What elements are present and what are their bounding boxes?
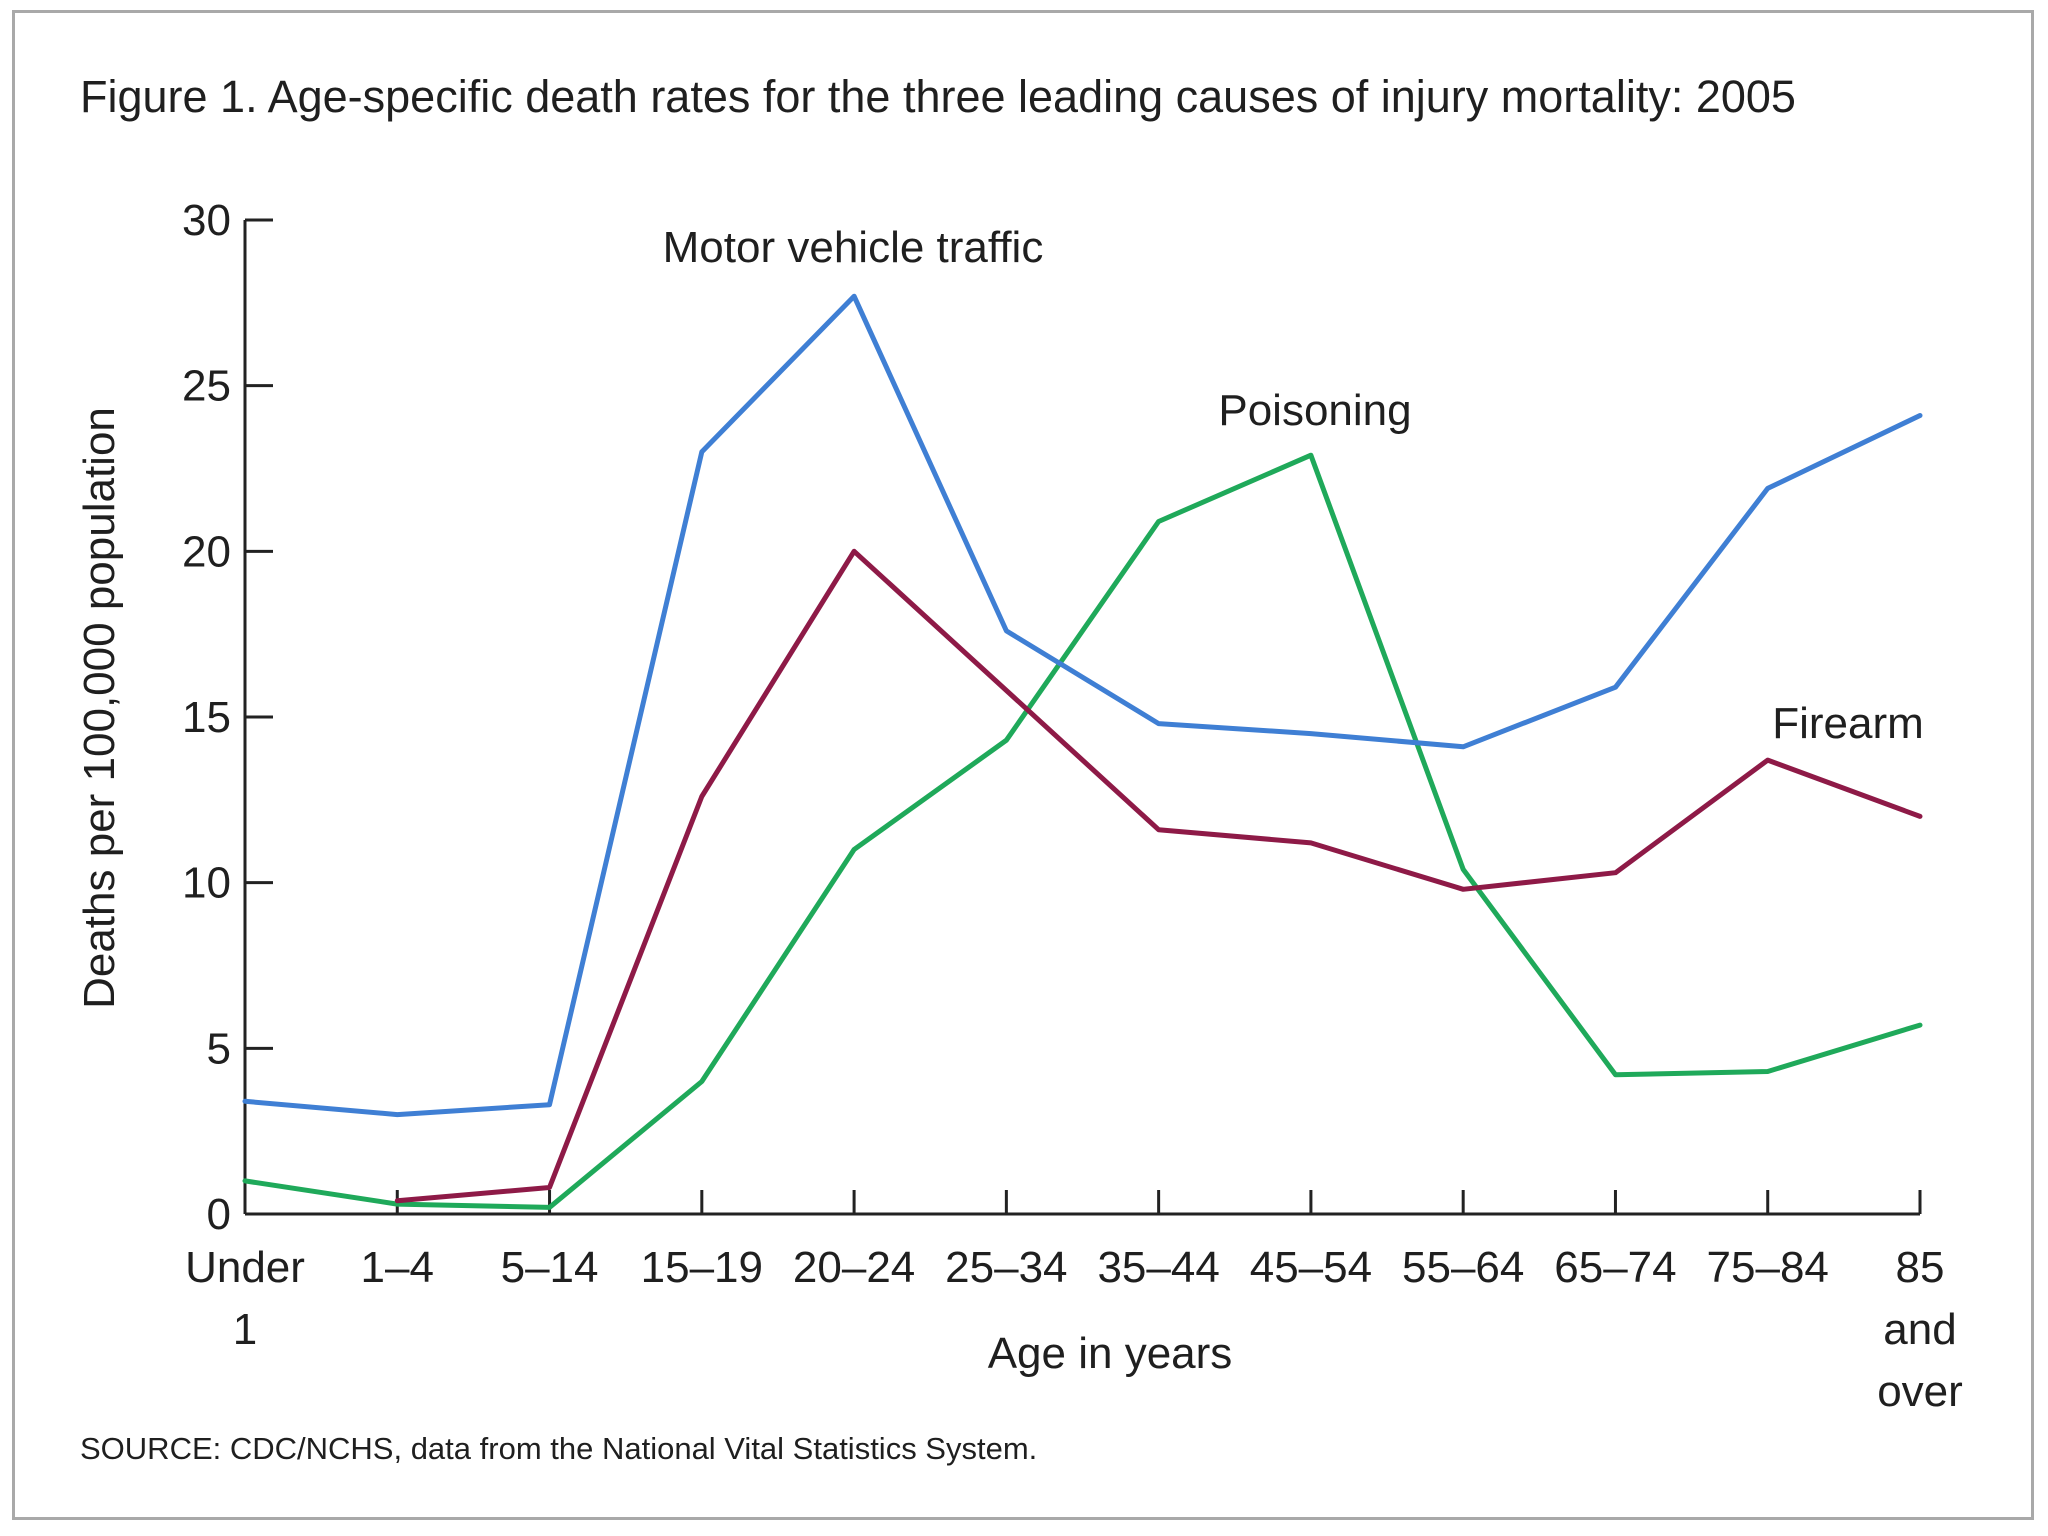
x-tick-label: 55–64 xyxy=(1402,1243,1524,1292)
x-tick-label-line: over xyxy=(1877,1367,1963,1416)
x-tick-label: 1–4 xyxy=(361,1243,434,1292)
x-tick-label: 85 and over xyxy=(1877,1243,1963,1416)
figure-frame xyxy=(12,10,2034,1520)
x-tick-label-line: 45–54 xyxy=(1250,1243,1372,1292)
x-tick-label-line: 1–4 xyxy=(361,1243,434,1292)
chart-title: Figure 1. Age-specific death rates for t… xyxy=(80,71,1796,122)
series-line-firearm xyxy=(394,548,1923,1204)
series-line-motor-vehicle-traffic xyxy=(242,293,1923,1118)
source-note: SOURCE: CDC/NCHS, data from the National… xyxy=(80,1431,1037,1466)
x-axis-label: Age in years xyxy=(988,1329,1233,1378)
y-tick-label: 0 xyxy=(207,1190,231,1239)
x-tick-label-line: 5–14 xyxy=(501,1243,599,1292)
x-tick-label: 35–44 xyxy=(1097,1243,1219,1292)
x-tick-label-line: and xyxy=(1883,1305,1956,1354)
series-label-motor-vehicle-traffic: Motor vehicle traffic xyxy=(663,223,1044,272)
x-tick-label-line: 85 xyxy=(1896,1243,1945,1292)
series-label-firearm: Firearm xyxy=(1772,699,1924,748)
x-tick-label-line: 15–19 xyxy=(641,1243,763,1292)
x-tick-label: 65–74 xyxy=(1554,1243,1676,1292)
x-tick-label: 75–84 xyxy=(1707,1243,1829,1292)
x-tick-label: 25–34 xyxy=(945,1243,1067,1292)
series-lines xyxy=(242,293,1923,1210)
x-tick-label: 45–54 xyxy=(1250,1243,1372,1292)
y-tick-label: 25 xyxy=(182,362,231,411)
x-tick-label-line: 75–84 xyxy=(1707,1243,1829,1292)
y-tick-label: 5 xyxy=(207,1024,231,1073)
x-tick-label-line: 35–44 xyxy=(1097,1243,1219,1292)
x-tick-label-line: 55–64 xyxy=(1402,1243,1524,1292)
x-tick-label-line: 20–24 xyxy=(793,1243,915,1292)
y-tick-label: 10 xyxy=(182,859,231,908)
y-axis: 0 5 10 15 20 25 30 xyxy=(182,196,273,1239)
x-tick-label-line: Under xyxy=(185,1243,305,1292)
y-tick-label: 30 xyxy=(182,196,231,245)
x-tick-label-line: 1 xyxy=(233,1305,257,1354)
series-labels: Motor vehicle traffic Poisoning Firearm xyxy=(663,223,1924,748)
x-tick-label: 20–24 xyxy=(793,1243,915,1292)
x-axis: Under 1 1–4 5–14 15–19 20–24 25–34 35–44 45–54 55… xyxy=(185,1190,1963,1416)
x-tick-label-line: 25–34 xyxy=(945,1243,1067,1292)
series-label-poisoning: Poisoning xyxy=(1218,386,1411,435)
x-tick-label: 5–14 xyxy=(501,1243,599,1292)
x-tick-label: 15–19 xyxy=(641,1243,763,1292)
y-axis-label: Deaths per 100,000 population xyxy=(75,407,124,1009)
x-tick-label: Under 1 xyxy=(185,1243,305,1354)
y-tick-label: 20 xyxy=(182,527,231,576)
x-tick-label-line: 65–74 xyxy=(1554,1243,1676,1292)
y-tick-label: 15 xyxy=(182,693,231,742)
series-line-poisoning xyxy=(242,452,1923,1210)
